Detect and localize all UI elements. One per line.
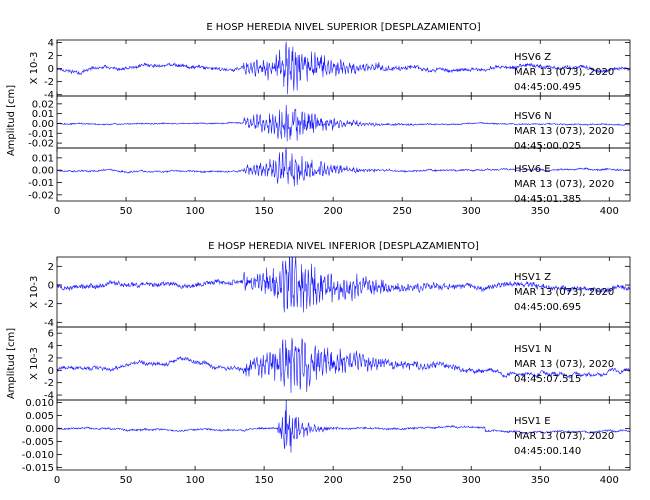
trace-line	[57, 105, 630, 142]
x-tick-label: 100	[186, 475, 205, 486]
panel-frame	[56, 147, 631, 202]
figure-title: E HOSP HEREDIA NIVEL SUPERIOR [DESPLAZAM…	[206, 22, 480, 33]
y-tick-label: 6	[48, 329, 54, 340]
x-tick-label: 200	[324, 206, 343, 217]
x-tick-label: 350	[531, 475, 550, 486]
station-info-line: 04:45:01.385	[514, 194, 581, 205]
x-tick-label: 0	[54, 206, 60, 217]
y-tick-label: -0.01	[28, 178, 54, 189]
y-tick-label: -4	[44, 391, 54, 402]
station-info-line: 04:45:00.140	[514, 446, 581, 457]
panel-frame	[56, 399, 631, 471]
y-tick-label: -2	[44, 299, 54, 310]
station-info-line: HSV1 E	[514, 416, 551, 427]
station-info-line: 04:45:00.025	[514, 141, 581, 152]
y-tick-label: 2	[48, 51, 54, 62]
y-tick-label: 0.00	[32, 119, 54, 130]
panel-hsv6-z: 4 2 0 -2 -4 X 10-3 HSV6 Z MAR 13 (073), 2020 04:…	[29, 38, 631, 101]
y-axis-label: Amplitud [cm]	[6, 328, 17, 399]
y-tick-label: 0	[48, 64, 54, 75]
y-tick-label: -0.01	[28, 129, 54, 140]
y-tick-label: -0.010	[22, 450, 54, 461]
x-tick-label: 300	[462, 475, 481, 486]
y-tick-label: 0	[48, 366, 54, 377]
y-tick-label: 4	[48, 341, 54, 352]
panel-hsv6-n: 0.020.010.00-0.01-0.02 HSV6 N MAR 13 (073)…	[28, 95, 631, 152]
y-tick-label: -4	[44, 318, 54, 329]
y-tick-label: -2	[44, 378, 54, 389]
panel-hsv6-e: 0.01 0.00-0.01-0.02 HSV6 E MAR 13 (073), 20…	[28, 147, 631, 205]
x-tick-label: 250	[393, 206, 412, 217]
y-tick-label: -0.02	[28, 190, 54, 201]
x-tick-label: 0	[54, 475, 60, 486]
y-tick-label: 2	[48, 262, 54, 273]
x-tick-label: 50	[120, 206, 133, 217]
y-tick-label: 0.010	[25, 398, 54, 409]
station-info-line: 04:45:00.495	[514, 82, 581, 93]
y-tick-label: 0.02	[32, 99, 54, 110]
y-tick-label: 0.01	[32, 109, 54, 120]
y-tick-label: 4	[48, 38, 54, 49]
x-tick-label: 200	[324, 475, 343, 486]
y-tick-label: -2	[44, 77, 54, 88]
x-tick-label: 150	[255, 475, 274, 486]
station-info-line: MAR 13 (073), 2020	[514, 431, 614, 442]
y-tick-label: -0.015	[22, 463, 54, 474]
y-tick-label: -0.02	[28, 139, 54, 150]
y-tick-label: 0.005	[25, 411, 54, 422]
panel-hsv1-e: 0.010 0.005 0.000 -0.005 -0.010 -0.015 HSV1 E M…	[22, 398, 631, 474]
station-info-line: 04:45:00.695	[514, 302, 581, 313]
trace-line	[57, 337, 630, 393]
trace-line	[57, 257, 630, 313]
x-tick-label: 50	[120, 475, 133, 486]
station-info-line: HSV6 E	[514, 164, 551, 175]
scale-label: X 10-3	[29, 276, 40, 309]
y-tick-label: -4	[44, 90, 54, 101]
panel-hsv1-n: 642 0-2 -4 X 10-3 HSV1 N MAR 13 (073), 2020 04…	[29, 326, 631, 402]
trace-line	[57, 400, 630, 453]
seismogram-group-1: E HOSP HEREDIA NIVEL SUPERIOR [DESPLAZAM…	[6, 22, 631, 217]
station-info-line: MAR 13 (073), 2020	[514, 179, 614, 190]
x-tick-label: 250	[393, 475, 412, 486]
y-tick-label: 0.00	[32, 166, 54, 177]
x-tick-label: 300	[462, 206, 481, 217]
x-tick-label: 100	[186, 206, 205, 217]
y-tick-label: 0	[48, 281, 54, 292]
station-info-line: HSV6 N	[514, 111, 552, 122]
figure-title: E HOSP HEREDIA NIVEL INFERIOR [DESPLAZAM…	[208, 241, 479, 252]
x-tick-label: 150	[255, 206, 274, 217]
x-tick-label: 400	[600, 206, 619, 217]
trace-line	[57, 148, 630, 187]
station-info-line: 04:45:07.515	[514, 374, 581, 385]
x-tick-label: 400	[600, 475, 619, 486]
station-info-line: MAR 13 (073), 2020	[514, 287, 614, 298]
station-info-line: HSV6 Z	[514, 52, 551, 63]
y-tick-label: 0.01	[32, 153, 54, 164]
y-tick-label: 2	[48, 353, 54, 364]
y-tick-label: 0.000	[25, 424, 54, 435]
y-axis-label: Amplitud [cm]	[6, 85, 17, 156]
station-info-line: HSV1 Z	[514, 272, 551, 283]
panel-hsv1-z: 2 0 -2 -4 X 10-3 HSV1 Z MAR 13 (073), 2020 04:4…	[29, 256, 631, 329]
seismogram-group-2: E HOSP HEREDIA NIVEL INFERIOR [DESPLAZAM…	[6, 241, 631, 486]
station-info-line: MAR 13 (073), 2020	[514, 67, 614, 78]
trace-line	[57, 41, 630, 95]
x-tick-label: 350	[531, 206, 550, 217]
station-info-line: HSV1 N	[514, 344, 552, 355]
scale-label: X 10-3	[29, 52, 40, 85]
station-info-line: MAR 13 (073), 2020	[514, 126, 614, 137]
station-info-line: MAR 13 (073), 2020	[514, 359, 614, 370]
y-tick-label: -0.005	[22, 437, 54, 448]
scale-label: X 10-3	[29, 347, 40, 380]
